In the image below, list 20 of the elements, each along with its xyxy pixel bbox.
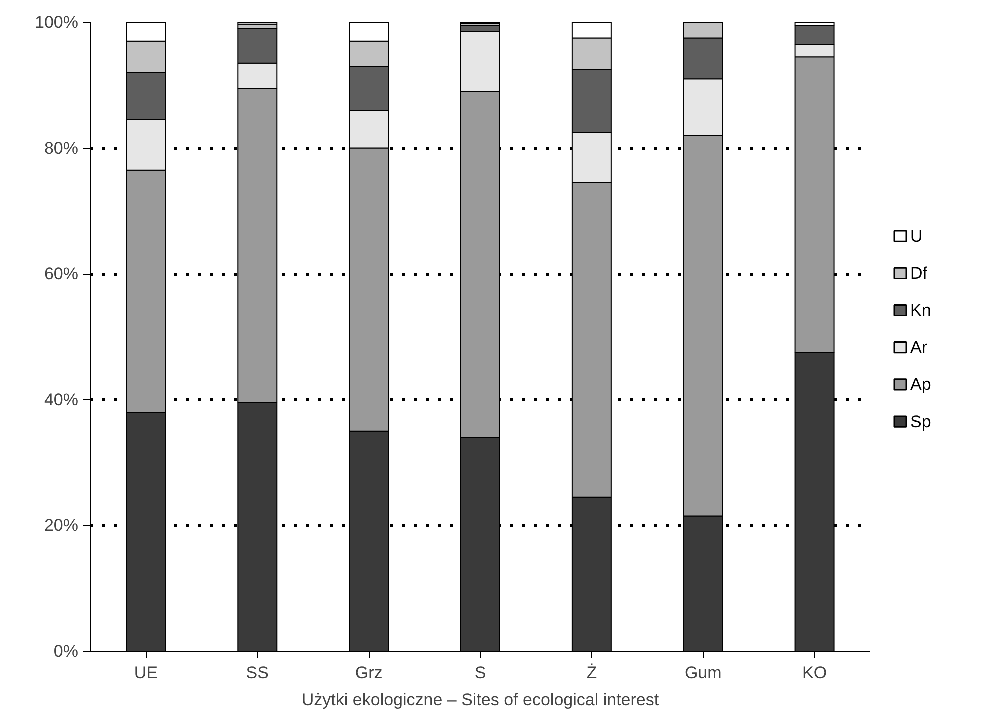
y-tick-label: 20% <box>44 516 79 536</box>
x-tick-label: Grz <box>355 664 383 682</box>
legend-label: Kn <box>910 300 932 320</box>
y-tick-label: 100% <box>35 13 79 32</box>
legend-label: Sp <box>910 412 932 432</box>
legend-label: Ar <box>910 338 928 358</box>
x-tick-label: S <box>474 664 486 682</box>
x-tick-label: SS <box>246 664 269 682</box>
x-tick-label: Gum <box>684 664 722 682</box>
x-tick-label: Ż <box>586 664 598 682</box>
x-tick-label: KO <box>802 664 828 682</box>
legend-label: U <box>910 226 923 246</box>
y-tick-label: 0% <box>54 642 79 661</box>
legend-label: Df <box>910 264 928 283</box>
y-tick-label: 80% <box>44 138 79 158</box>
y-tick-label: 40% <box>44 390 79 410</box>
x-tick-label: UE <box>134 664 158 682</box>
legend-label: Ap <box>910 375 932 394</box>
y-tick-label: 60% <box>44 264 79 284</box>
x-axis-title: Użytki ekologiczne – Sites of ecological interest <box>302 690 660 710</box>
